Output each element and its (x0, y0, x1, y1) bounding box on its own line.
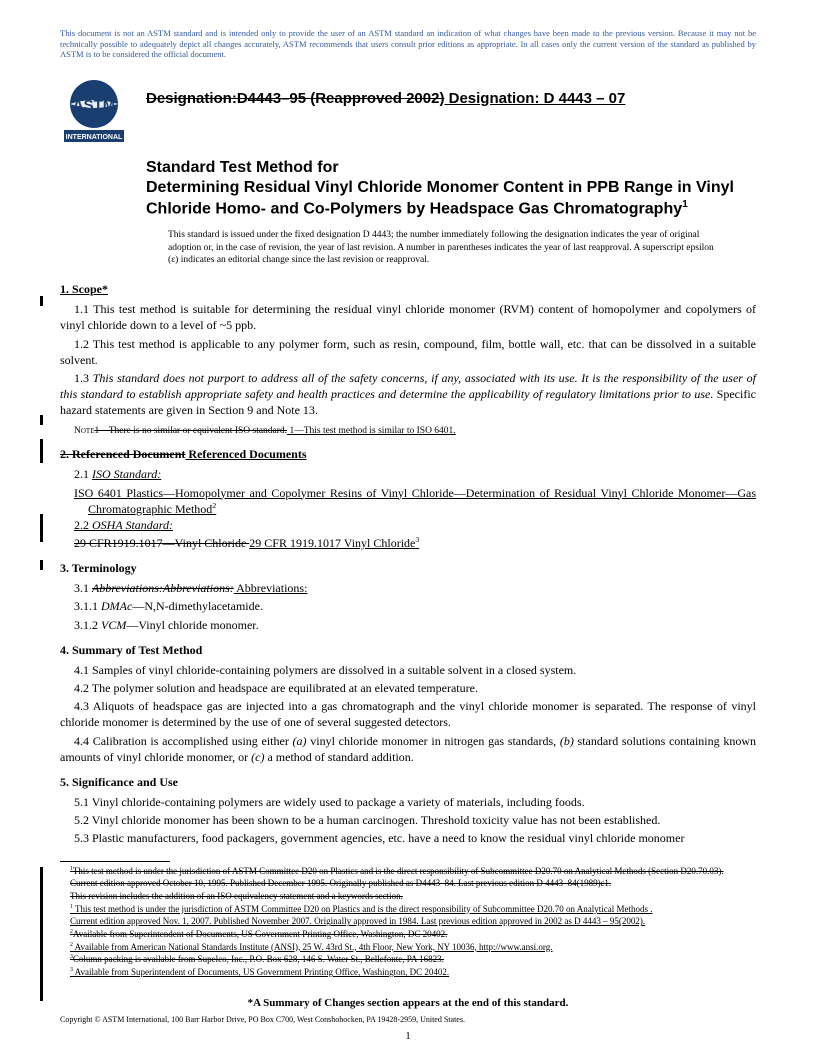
title-main: Determining Residual Vinyl Chloride Mono… (146, 178, 756, 219)
change-bar (40, 560, 43, 570)
para-1-2: 1.2 This test method is applicable to an… (60, 336, 756, 368)
section-summary: 4. Summary of Test Method (60, 643, 756, 658)
section-referenced: 2. Referenced Document Referenced Docume… (60, 447, 756, 462)
footnotes: 1This test method is under the jurisdict… (60, 866, 756, 979)
change-bar (40, 867, 43, 1001)
para-5-3: 5.3 Plastic manufacturers, food packager… (60, 830, 756, 846)
section-terminology: 3. Terminology (60, 561, 756, 576)
fn-old-1: 1This test method is under the jurisdict… (60, 866, 756, 878)
para-4-3: 4.3 Aliquots of headspace gas are inject… (60, 698, 756, 730)
title-lead: Standard Test Method for (146, 158, 756, 178)
summary-body: 4.1 Samples of vinyl chloride-containing… (60, 662, 756, 765)
title-superscript: 1 (682, 199, 688, 210)
svg-text:ASTM: ASTM (73, 97, 116, 114)
issuance-note: This standard is issued under the fixed … (168, 229, 716, 266)
fn-old-5: 3Column packing is available from Supelc… (60, 954, 756, 966)
fn-new-2: Current edition approved Nov. 1, 2007. P… (60, 916, 756, 928)
designation-old: Designation:D4443–95 (Reapproved 2002) (146, 90, 444, 107)
change-bar (40, 415, 43, 425)
summary-changes-note: *A Summary of Changes section appears at… (60, 997, 756, 1009)
ref-osha: 29 CFR1919.1017—Vinyl Chloride 29 CFR 19… (88, 535, 756, 551)
terminology-body: 3.1 Abbreviations:Abbreviations: Abbrevi… (60, 580, 756, 633)
designation-line: Designation:D4443–95 (Reapproved 2002) D… (146, 90, 625, 107)
fn-new-1: 1 This test method is under the jurisdic… (60, 904, 756, 916)
para-2-1: 2.1 ISO Standard: (60, 466, 756, 482)
referenced-body: 2.1 ISO Standard: ISO 6401 Plastics—Homo… (60, 466, 756, 551)
header-row: ASTM INTERNATIONAL Designation:D4443–95 … (60, 78, 756, 144)
ref-iso: ISO 6401 Plastics—Homopolymer and Copoly… (88, 485, 756, 517)
section-significance: 5. Significance and Use (60, 775, 756, 790)
copyright: Copyright © ASTM International, 100 Barr… (60, 1015, 756, 1024)
designation-new: Designation: D 4443 – 07 (444, 90, 625, 107)
change-bar (40, 439, 43, 463)
fn-old-3: This revision includes the addition of a… (60, 891, 756, 903)
scope-body: 1.1 This test method is suitable for det… (60, 301, 756, 437)
para-3-1-2: 3.1.2 VCM—Vinyl chloride monomer. (60, 617, 756, 633)
fn-old-4: 2Available from Superintendent of Docume… (60, 929, 756, 941)
fn-new-4: 3 Available from Superintendent of Docum… (60, 967, 756, 979)
change-bar (40, 296, 43, 306)
para-1-3: 1.3 This standard does not purport to ad… (60, 370, 756, 419)
title-block: Standard Test Method for Determining Res… (146, 158, 756, 219)
footnote-rule (60, 861, 170, 862)
header-notice: This document is not an ASTM standard an… (60, 28, 756, 60)
page-number: 1 (60, 1030, 756, 1042)
para-4-2: 4.2 The polymer solution and headspace a… (60, 680, 756, 696)
para-5-1: 5.1 Vinyl chloride-containing polymers a… (60, 794, 756, 810)
fn-new-3: 2 Available from American National Stand… (60, 942, 756, 954)
svg-text:INTERNATIONAL: INTERNATIONAL (66, 134, 123, 141)
significance-body: 5.1 Vinyl chloride-containing polymers a… (60, 794, 756, 847)
para-1-1: 1.1 This test method is suitable for det… (60, 301, 756, 333)
para-2-2: 2.2 OSHA Standard: (60, 517, 756, 533)
fn-old-2: Current edition approved October 10, 199… (60, 878, 756, 890)
para-3-1: 3.1 Abbreviations:Abbreviations: Abbrevi… (60, 580, 756, 596)
para-5-2: 5.2 Vinyl chloride monomer has been show… (60, 812, 756, 828)
para-4-4: 4.4 Calibration is accomplished using ei… (60, 733, 756, 765)
para-4-1: 4.1 Samples of vinyl chloride-containing… (60, 662, 756, 678)
note-1: Note1—There is no similar or equivalent … (60, 425, 756, 438)
change-bar (40, 514, 43, 542)
section-scope: 1. Scope* (60, 282, 756, 297)
para-3-1-1: 3.1.1 DMAc—N,N-dimethylacetamide. (60, 598, 756, 614)
astm-logo: ASTM INTERNATIONAL (60, 78, 128, 144)
